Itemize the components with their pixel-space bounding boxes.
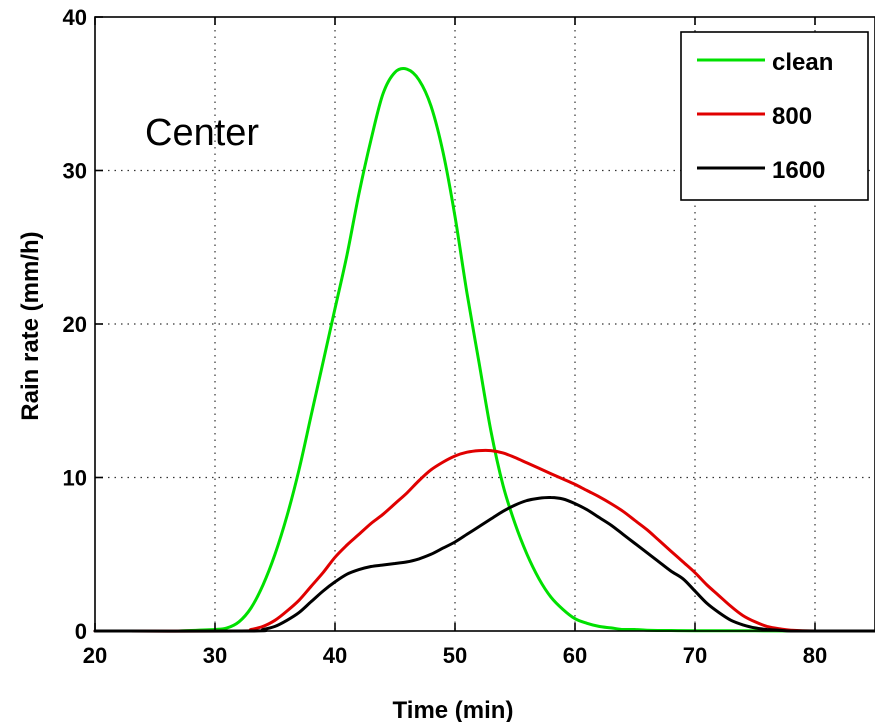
x-tick-label: 40 (323, 643, 347, 668)
legend-label: 1600 (772, 157, 825, 184)
y-tick-label: 0 (75, 619, 87, 644)
legend-label: clean (772, 49, 833, 76)
legend-label: 800 (772, 103, 812, 130)
x-tick-label: 20 (83, 643, 107, 668)
series-line-clean (177, 67, 875, 633)
x-tick-label: 30 (203, 643, 227, 668)
series-layer (93, 67, 875, 633)
x-tick-label: 80 (803, 643, 827, 668)
x-axis-title: Time (min) (393, 697, 514, 722)
x-tick-label: 60 (563, 643, 587, 668)
y-tick-label: 30 (63, 159, 87, 184)
x-tick-label: 50 (443, 643, 467, 668)
y-tick-label: 40 (63, 5, 87, 30)
y-axis-title: Rain rate (mm/h) (17, 231, 44, 420)
y-tick-label: 10 (63, 466, 87, 491)
series-line-1600 (93, 495, 875, 633)
center-annotation: Center (145, 112, 259, 154)
legend: clean 800 1600 (680, 31, 869, 201)
series-line-800 (93, 448, 875, 633)
x-tick-label: 70 (683, 643, 707, 668)
y-tick-label: 20 (63, 312, 87, 337)
